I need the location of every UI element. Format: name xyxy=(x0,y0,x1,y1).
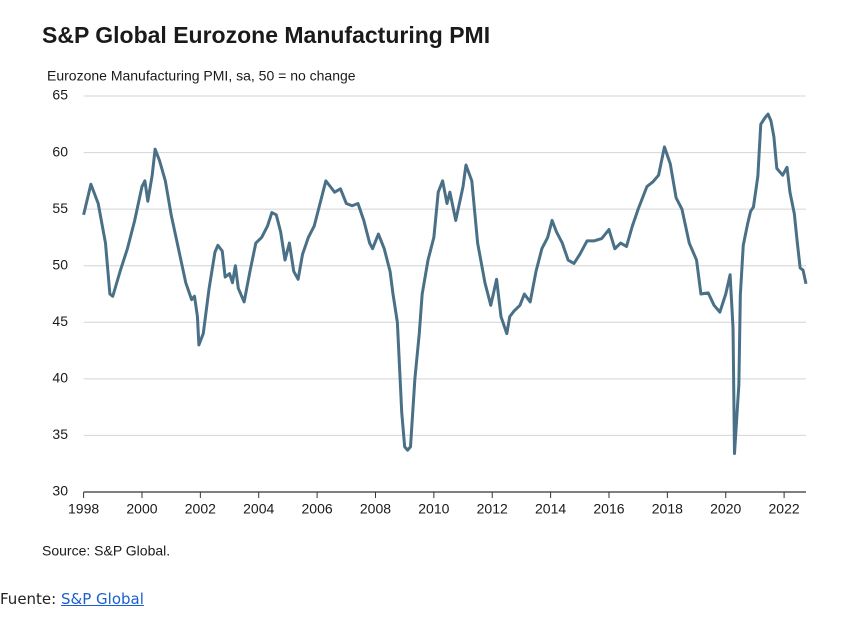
y-tick-label: 35 xyxy=(52,426,68,442)
x-tick-label: 2008 xyxy=(360,501,391,517)
x-tick-label: 2022 xyxy=(769,501,800,517)
x-tick-label: 2006 xyxy=(302,501,333,517)
chart-title: S&P Global Eurozone Manufacturing PMI xyxy=(42,22,490,48)
x-tick-label: 2010 xyxy=(418,501,449,517)
x-tick-label: 2020 xyxy=(710,501,741,517)
x-tick-label: 2004 xyxy=(243,501,274,517)
y-tick-label: 45 xyxy=(52,313,68,329)
y-tick-label: 40 xyxy=(52,370,68,386)
x-tick-label: 1998 xyxy=(68,501,99,517)
chart-subtitle: Eurozone Manufacturing PMI, sa, 50 = no … xyxy=(47,68,356,84)
source-link[interactable]: S&P Global xyxy=(61,590,144,608)
x-tick-label: 2000 xyxy=(126,501,157,517)
y-tick-label: 65 xyxy=(52,87,68,103)
y-tick-label: 50 xyxy=(52,256,68,272)
source: Source: S&P Global. xyxy=(42,543,170,559)
y-tick-label: 60 xyxy=(52,143,68,159)
y-tick-label: 30 xyxy=(52,483,68,499)
footer-label: Fuente: xyxy=(0,590,57,608)
footer: Fuente: S&P Global xyxy=(0,590,144,608)
series-line xyxy=(82,112,808,456)
x-tick-label: 2016 xyxy=(593,501,624,517)
x-tick-label: 2002 xyxy=(185,501,216,517)
y-tick-label: 55 xyxy=(52,200,68,216)
x-tick-label: 2012 xyxy=(477,501,508,517)
x-tick-label: 2018 xyxy=(652,501,683,517)
x-tick-label: 2014 xyxy=(535,501,566,517)
chart: S&P Global Eurozone Manufacturing PMI Eu… xyxy=(42,22,808,559)
